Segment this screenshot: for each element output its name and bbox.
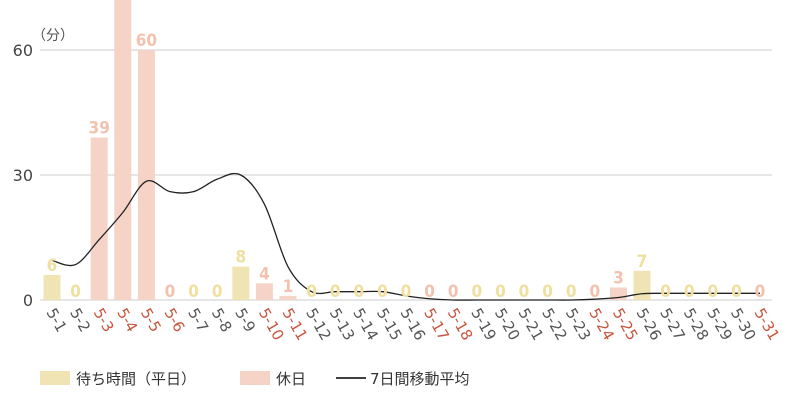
x-tick-label-5-2: 5-2	[66, 305, 94, 335]
legend-label-holiday: 休日	[276, 370, 306, 388]
bar-5-3	[90, 137, 108, 300]
value-label-5-22: 0	[542, 282, 553, 302]
value-label-5-13: 0	[330, 282, 341, 302]
x-axis: 5-15-25-35-45-55-65-75-85-95-105-115-125…	[43, 305, 784, 343]
value-label-5-14: 0	[353, 282, 364, 302]
legend-label-weekday: 待ち時間（平日）	[76, 370, 196, 388]
x-tick-label-5-8: 5-8	[208, 305, 236, 335]
bar-5-5	[137, 50, 155, 300]
value-label-5-21: 0	[519, 282, 530, 302]
value-label-5-20: 0	[495, 282, 506, 302]
value-label-5-3: 39	[89, 119, 110, 139]
x-tick-label-5-31: 5-31	[751, 305, 784, 343]
bar-5-10	[255, 283, 273, 300]
value-label-5-31: 0	[755, 282, 766, 302]
value-label-5-28: 0	[684, 282, 695, 302]
bar-5-4	[114, 0, 132, 300]
value-label-5-5: 60	[136, 31, 157, 51]
value-label-5-8: 0	[212, 282, 223, 302]
legend-swatch-weekday	[40, 371, 70, 385]
y-tick-label: 30	[13, 166, 33, 185]
x-tick-label-5-4: 5-4	[113, 305, 141, 335]
value-label-5-9: 8	[235, 248, 246, 268]
legend-label-moving-average: 7日間移動平均	[370, 370, 470, 388]
value-label-5-27: 0	[660, 282, 671, 302]
x-tick-label-5-6: 5-6	[161, 305, 189, 335]
x-tick-label-5-9: 5-9	[231, 305, 259, 335]
x-tick-label-5-1: 5-1	[43, 305, 71, 335]
value-label-5-15: 0	[377, 282, 388, 302]
bars	[43, 0, 651, 300]
value-label-5-24: 0	[589, 282, 600, 302]
y-unit-label: （分）	[32, 28, 74, 44]
value-label-5-10: 4	[259, 264, 270, 284]
x-tick-label-5-7: 5-7	[184, 305, 212, 335]
bar-5-26	[633, 270, 651, 300]
bar-5-1	[43, 275, 61, 300]
value-label-5-29: 0	[707, 282, 718, 302]
value-label-5-18: 0	[448, 282, 459, 302]
value-label-5-2: 0	[70, 282, 81, 302]
y-tick-label: 0	[23, 291, 33, 310]
value-label-5-17: 0	[424, 282, 435, 302]
value-label-5-16: 0	[401, 282, 412, 302]
x-tick-label-5-3: 5-3	[90, 305, 118, 335]
value-label-5-26: 7	[637, 252, 648, 272]
value-label-5-23: 0	[566, 282, 577, 302]
x-tick-label-5-5: 5-5	[137, 305, 165, 335]
value-label-5-25: 3	[613, 269, 624, 289]
value-label-5-12: 0	[306, 282, 317, 302]
y-tick-label: 60	[13, 41, 33, 60]
value-label-5-6: 0	[165, 282, 176, 302]
legend-swatch-holiday	[240, 371, 270, 385]
value-label-5-7: 0	[188, 282, 199, 302]
value-label-5-19: 0	[471, 282, 482, 302]
moving-average-path	[51, 172, 760, 301]
legend: 待ち時間（平日） 休日 7日間移動平均	[40, 370, 470, 388]
value-label-5-1: 6	[47, 256, 58, 276]
value-label-5-11: 1	[283, 277, 294, 297]
moving-average-line	[51, 172, 760, 301]
bar-5-9	[232, 266, 250, 300]
y-axis: （分） 0 30 60	[13, 28, 74, 310]
bar-5-11	[279, 295, 297, 300]
value-label-5-30: 0	[731, 282, 742, 302]
